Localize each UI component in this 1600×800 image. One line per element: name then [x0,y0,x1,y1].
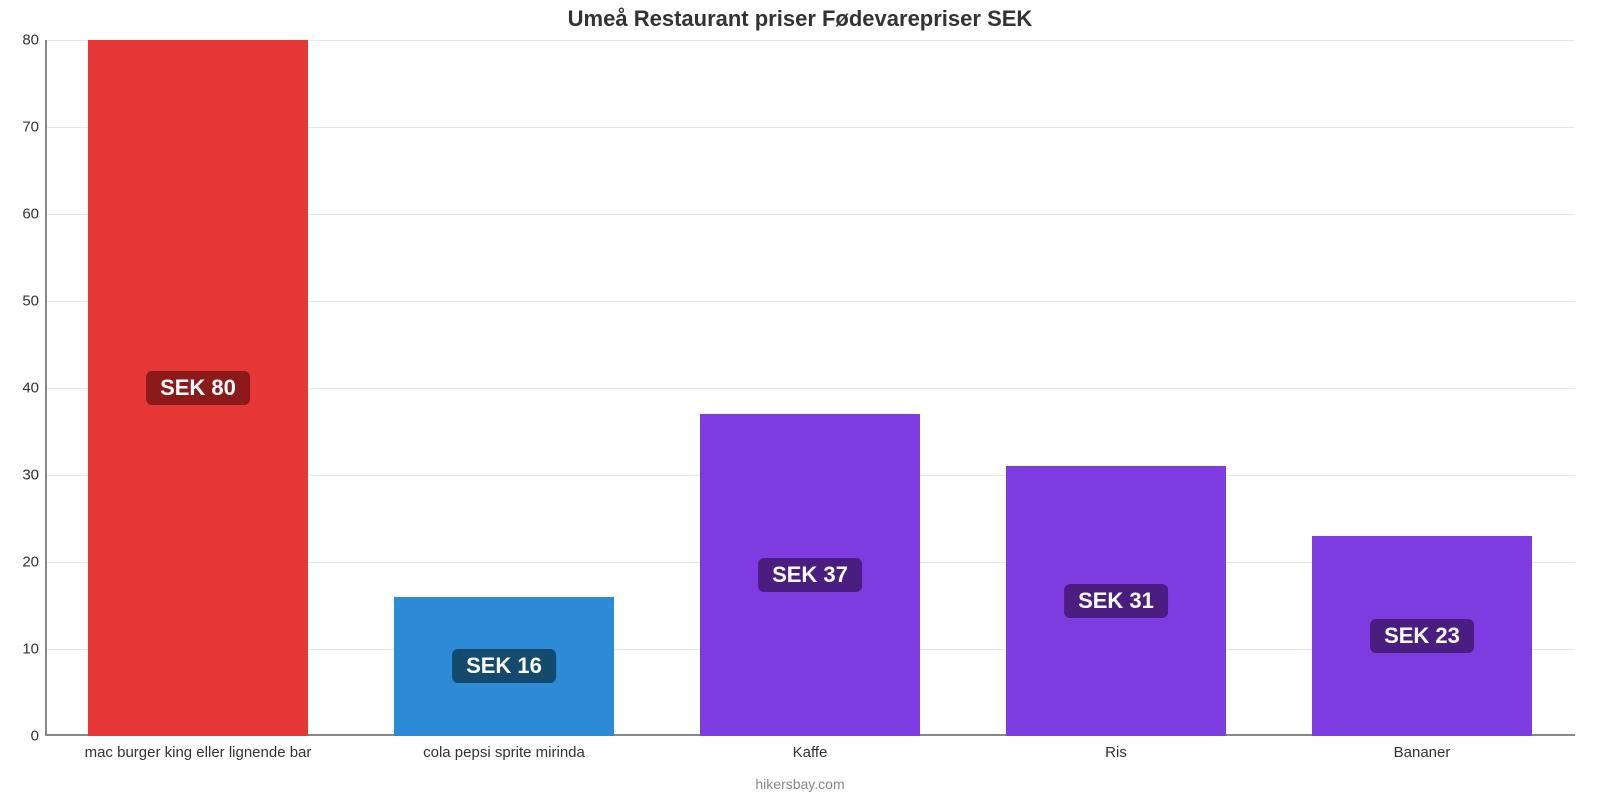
y-axis: 01020304050607080 [0,40,45,736]
value-badge: SEK 31 [1064,584,1168,618]
y-tick-label: 0 [31,728,39,745]
y-tick-label: 70 [22,119,39,136]
chart-title: Umeå Restaurant priser Fødevarepriser SE… [0,0,1600,32]
bar-slot: SEK 80 [45,40,351,736]
x-axis-label: Ris [963,736,1269,776]
attribution-text: hikersbay.com [0,776,1600,800]
bar: SEK 37 [700,414,920,736]
y-tick-label: 30 [22,467,39,484]
bar: SEK 16 [394,597,614,736]
bar-slot: SEK 31 [963,40,1269,736]
value-badge: SEK 16 [452,649,556,683]
y-tick-label: 80 [22,32,39,49]
y-tick-label: 20 [22,554,39,571]
y-tick-label: 60 [22,206,39,223]
x-axis-label: cola pepsi sprite mirinda [351,736,657,776]
value-badge: SEK 37 [758,558,862,592]
y-tick-label: 50 [22,293,39,310]
value-badge: SEK 23 [1370,619,1474,653]
x-axis-label: Kaffe [657,736,963,776]
x-axis-label: Bananer [1269,736,1575,776]
x-axis-label: mac burger king eller lignende bar [45,736,351,776]
bar-slot: SEK 23 [1269,40,1575,736]
bars-region: SEK 80 SEK 16 SEK 37 SEK 31 SEK 23 [45,40,1575,736]
x-axis-labels: mac burger king eller lignende barcola p… [45,736,1575,776]
bar: SEK 31 [1006,466,1226,736]
bar-slot: SEK 37 [657,40,963,736]
bar: SEK 23 [1312,536,1532,736]
value-badge: SEK 80 [146,371,250,405]
y-tick-label: 10 [22,641,39,658]
bar: SEK 80 [88,40,308,736]
price-bar-chart: Umeå Restaurant priser Fødevarepriser SE… [0,0,1600,800]
bar-slot: SEK 16 [351,40,657,736]
plot-area: 01020304050607080 SEK 80SEK 16SEK 37SEK … [45,40,1575,736]
y-tick-label: 40 [22,380,39,397]
